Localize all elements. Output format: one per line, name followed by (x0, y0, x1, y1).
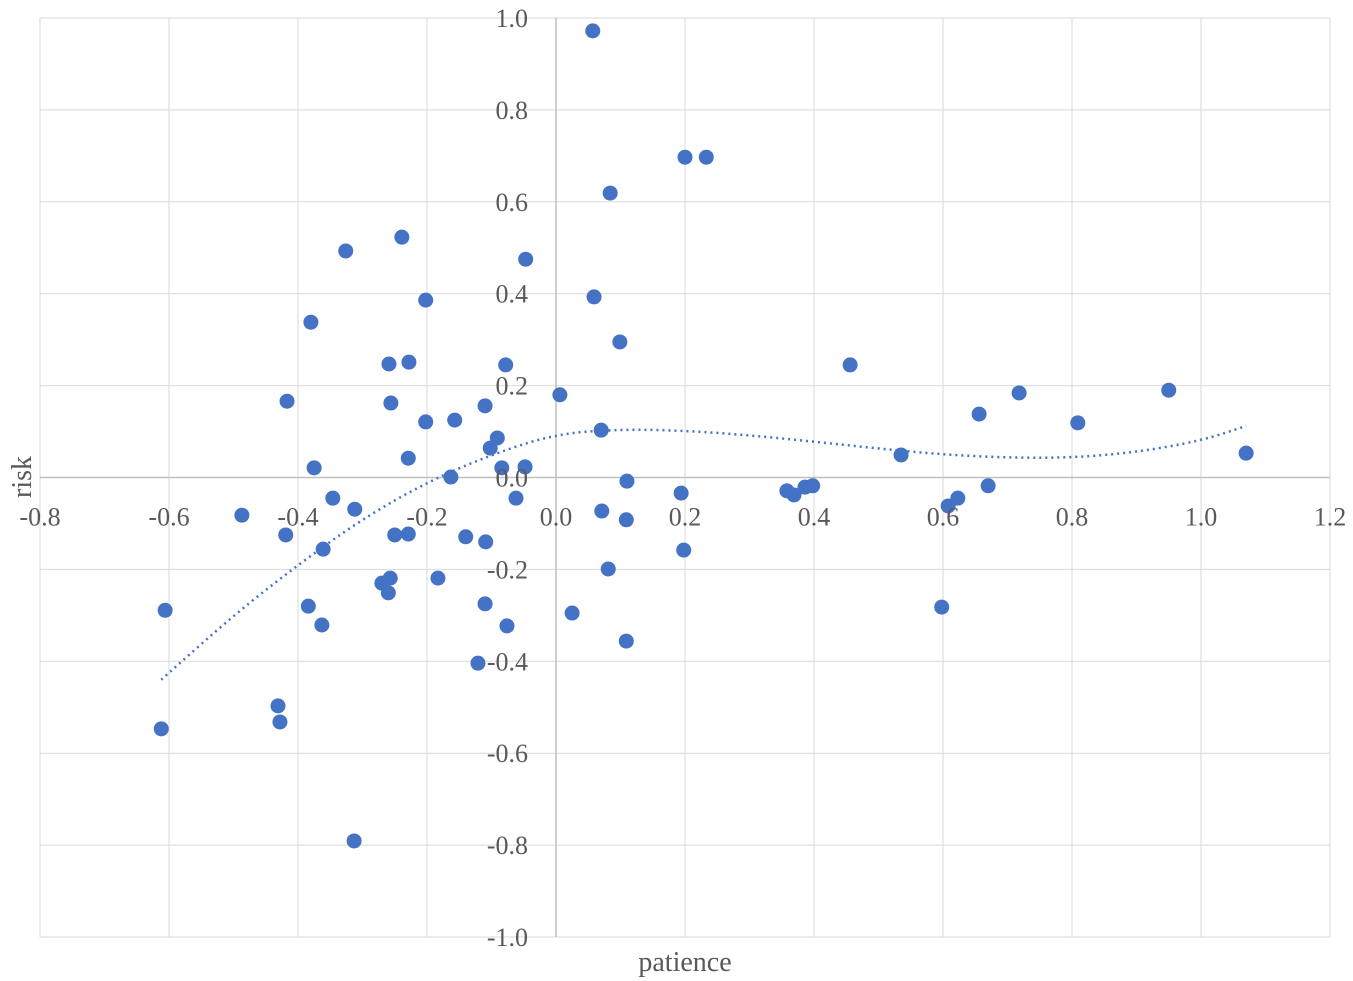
data-point (470, 655, 486, 671)
data-point (383, 395, 399, 411)
data-point (315, 541, 331, 557)
x-tick-label: 0.4 (798, 503, 831, 532)
x-tick-label: 0.2 (669, 503, 702, 532)
data-point (272, 714, 288, 730)
data-point (278, 527, 294, 543)
data-point (499, 618, 515, 634)
data-point (325, 490, 341, 506)
data-point (940, 498, 956, 514)
data-point (600, 561, 616, 577)
gridlines (39, 17, 1331, 938)
y-tick-label: -0.8 (487, 831, 528, 860)
data-point (508, 490, 524, 506)
data-point (1011, 385, 1027, 401)
data-point (842, 357, 858, 373)
data-point (157, 602, 173, 618)
y-tick-label: 0.8 (496, 96, 529, 125)
data-point (380, 585, 396, 601)
x-tick-label: -0.6 (148, 503, 189, 532)
data-point (517, 459, 533, 475)
data-point (270, 698, 286, 714)
data-point (400, 450, 416, 466)
y-tick-label: -0.6 (487, 739, 528, 768)
y-tick-label: 0.0 (496, 464, 529, 493)
data-point (394, 229, 410, 245)
x-axis-label: patience (638, 947, 731, 978)
data-point (934, 599, 950, 615)
data-point (585, 23, 601, 39)
data-point (698, 149, 714, 165)
data-point (971, 406, 987, 422)
data-point (418, 414, 434, 430)
data-point (401, 354, 417, 370)
y-tick-label: 1.0 (496, 4, 529, 33)
data-point (612, 334, 628, 350)
data-point (314, 617, 330, 633)
data-point (346, 833, 362, 849)
data-point (805, 478, 821, 494)
axes (40, 18, 1330, 937)
data-point (1238, 445, 1254, 461)
data-point (980, 478, 996, 494)
data-point (564, 605, 580, 621)
data-point (677, 149, 693, 165)
data-point (494, 460, 510, 476)
data-point (552, 387, 568, 403)
data-point (443, 469, 459, 485)
data-point (234, 507, 250, 523)
data-point (618, 512, 634, 528)
data-point (458, 529, 474, 545)
y-tick-labels: -1.0 -0.8 -0.6 -0.4 -0.2 0.0 0.2 0.4 0.6 0.8 1.0 (487, 4, 528, 952)
data-point (893, 447, 909, 463)
data-point (153, 721, 169, 737)
data-point (602, 185, 618, 201)
data-point (619, 473, 635, 489)
x-tick-label: -0.2 (406, 503, 447, 532)
data-point (303, 314, 319, 330)
data-point (347, 501, 363, 517)
x-tick-label: 1.0 (1185, 503, 1218, 532)
data-point (676, 542, 692, 558)
data-point (418, 292, 434, 308)
y-tick-label: 0.6 (496, 188, 529, 217)
data-point (478, 534, 494, 550)
data-point (594, 503, 610, 519)
data-point (477, 398, 493, 414)
data-point (1070, 415, 1086, 431)
data-point (518, 251, 534, 267)
y-tick-label: -0.2 (487, 555, 528, 584)
x-tick-label: 0.0 (540, 503, 573, 532)
data-point (498, 357, 514, 373)
data-point (618, 633, 634, 649)
data-point (586, 289, 602, 305)
data-point (430, 570, 446, 586)
x-tick-labels: -0.8 -0.6 -0.4 -0.2 0.0 0.2 0.4 0.6 0.8 1.0 1.2 (19, 503, 1346, 532)
data-points (153, 23, 1254, 849)
data-point (381, 356, 397, 372)
y-tick-label: -1.0 (487, 923, 528, 952)
data-point (593, 422, 609, 438)
data-point (786, 487, 802, 503)
data-point (477, 596, 493, 612)
data-point (306, 460, 322, 476)
data-point (387, 527, 403, 543)
x-tick-label: -0.8 (19, 503, 60, 532)
x-tick-label: 0.6 (927, 503, 960, 532)
data-point (447, 412, 463, 428)
y-tick-label: 0.4 (496, 280, 529, 309)
x-tick-label: 0.8 (1056, 503, 1089, 532)
data-point (279, 393, 295, 409)
y-axis-label: risk (7, 456, 38, 498)
data-point (482, 440, 498, 456)
data-point (1161, 382, 1177, 398)
data-point (400, 526, 416, 542)
data-point (673, 485, 689, 501)
data-point (338, 243, 354, 259)
y-tick-label: 0.2 (496, 372, 529, 401)
x-tick-label: 1.2 (1314, 503, 1347, 532)
y-tick-label: -0.4 (487, 647, 528, 676)
data-point (300, 598, 316, 614)
x-tick-label: -0.4 (277, 503, 318, 532)
